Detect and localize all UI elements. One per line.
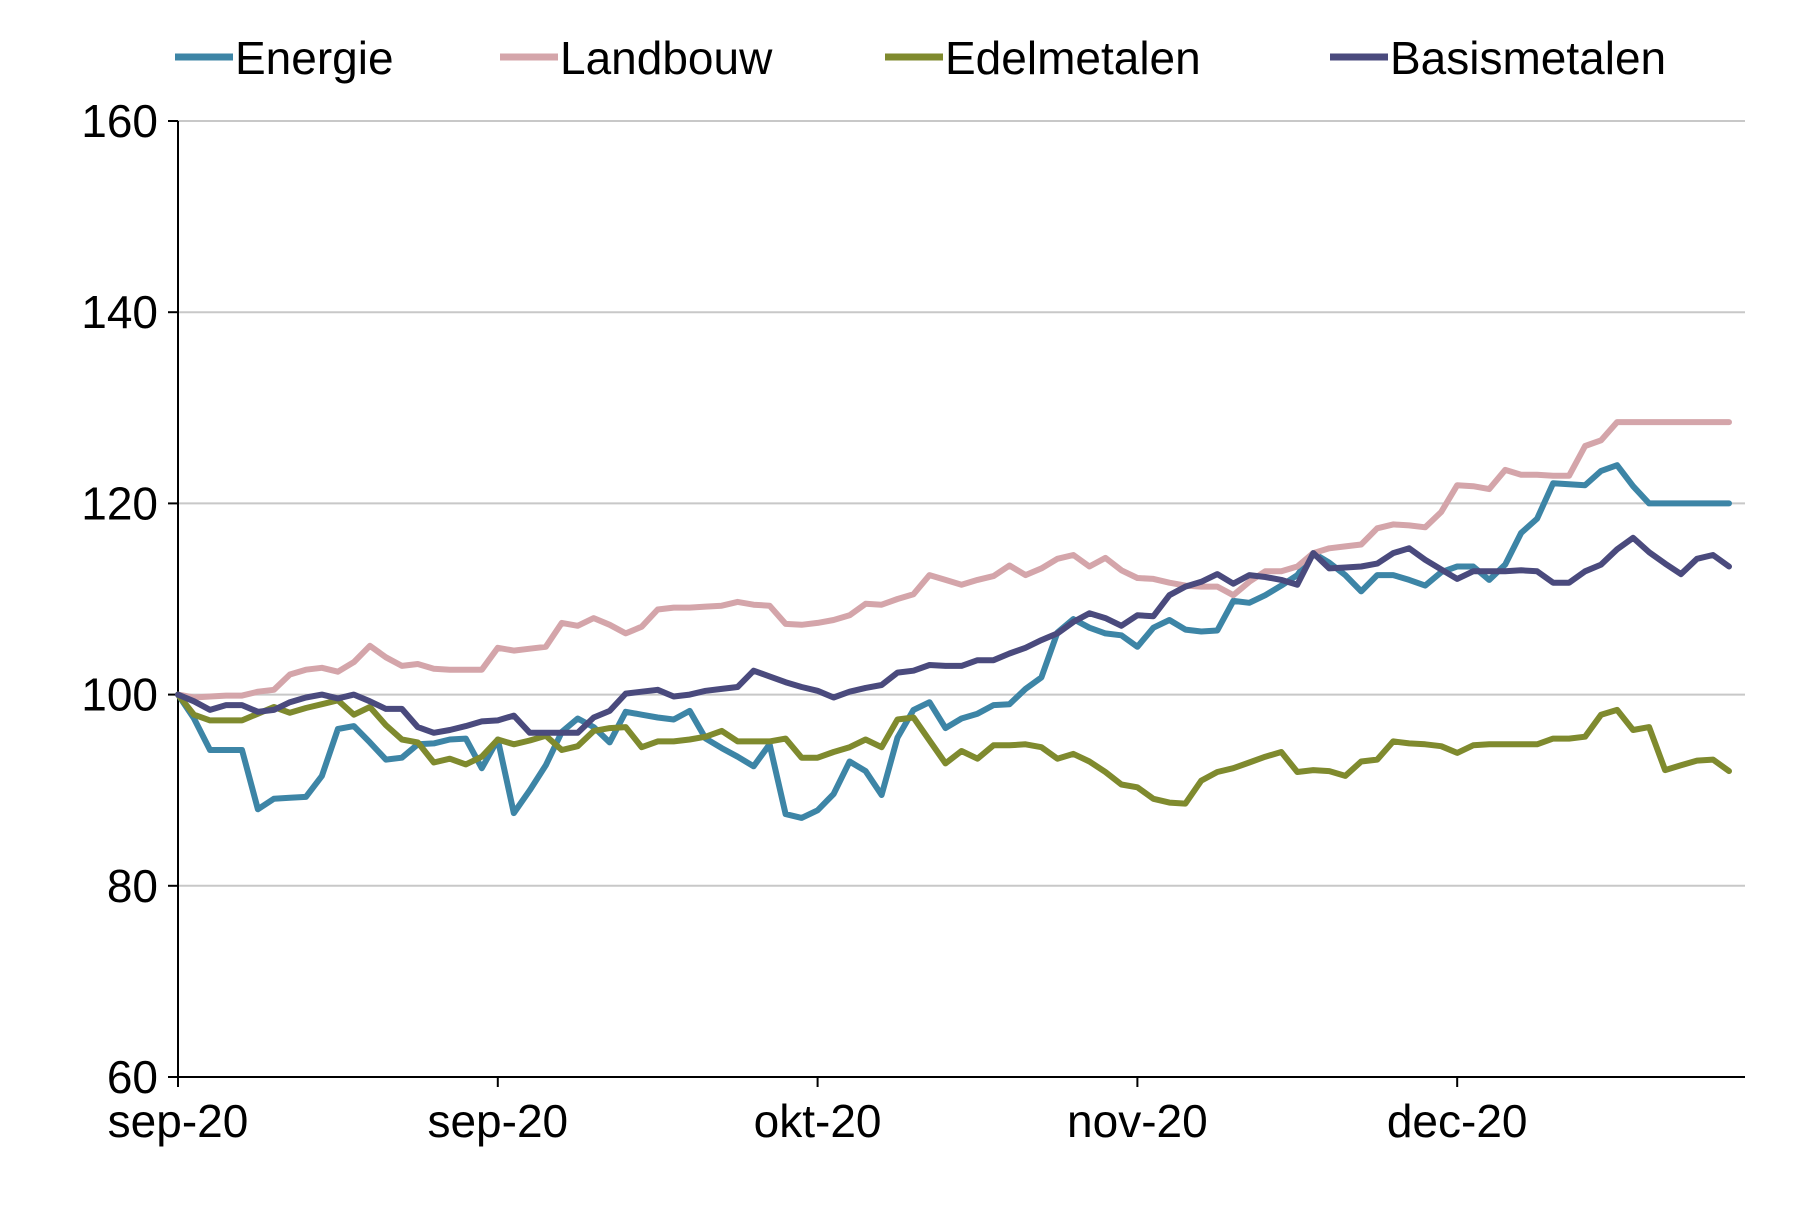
y-tick-label: 160 <box>81 95 158 147</box>
x-tick-label: nov-20 <box>1067 1095 1208 1147</box>
legend-label-energie: Energie <box>235 32 394 84</box>
y-tick-label: 120 <box>81 477 158 529</box>
x-tick-label: sep-20 <box>108 1095 249 1147</box>
y-tick-label: 60 <box>107 1051 158 1103</box>
series-line-landbouw <box>175 419 1732 701</box>
x-tick-label: sep-20 <box>427 1095 568 1147</box>
legend: Energie Landbouw Edelmetalen Basismetalen <box>175 32 1666 84</box>
x-tick-label: okt-20 <box>754 1095 882 1147</box>
legend-label-landbouw: Landbouw <box>560 32 773 84</box>
y-tick-label: 140 <box>81 286 158 338</box>
series-lines <box>175 419 1732 821</box>
gridlines <box>178 120 1745 887</box>
legend-label-edelmetalen: Edelmetalen <box>945 32 1201 84</box>
series-line-edelmetalen <box>175 691 1732 807</box>
series-line-energie <box>175 462 1732 821</box>
y-tick-label: 100 <box>81 669 158 721</box>
y-tick-label: 80 <box>107 860 158 912</box>
x-tick-label: dec-20 <box>1387 1095 1528 1147</box>
series-line-basismetalen <box>175 534 1732 736</box>
legend-label-basismetalen: Basismetalen <box>1390 32 1666 84</box>
axes: 60 80 100 120 140 160 sep-20 sep-20 okt-20 nov-20… <box>81 95 1745 1147</box>
